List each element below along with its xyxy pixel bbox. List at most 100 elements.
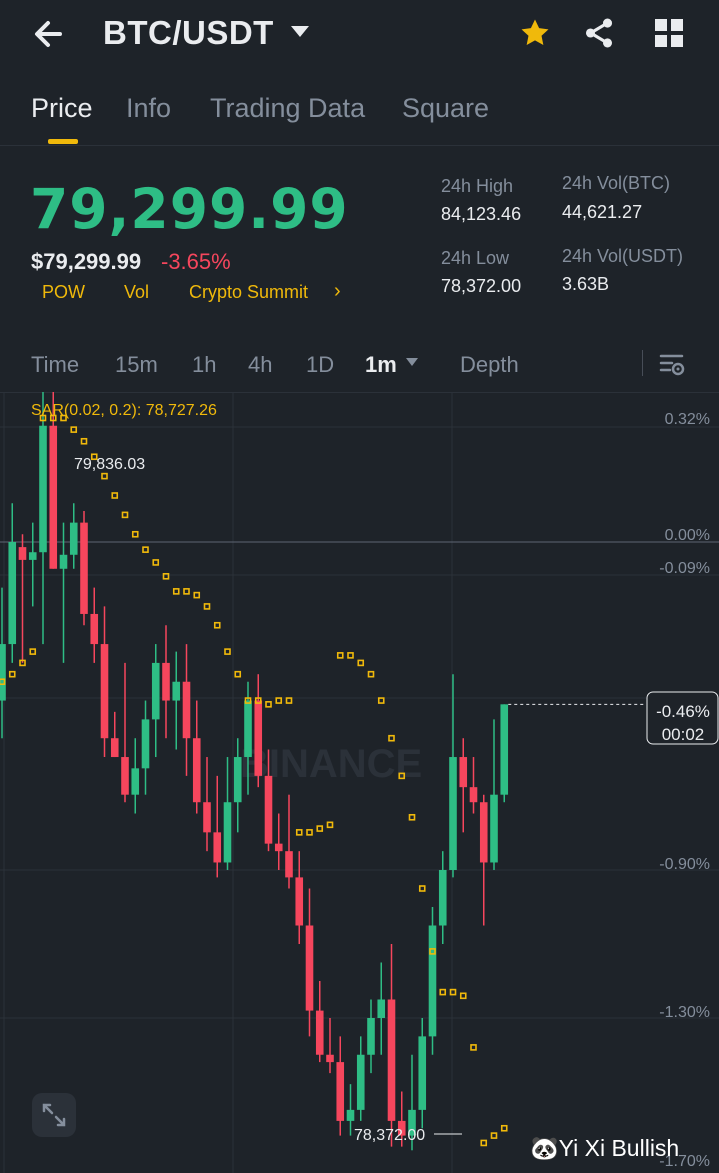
sar-dot xyxy=(490,1132,498,1139)
interval-1d[interactable]: 1D xyxy=(306,352,335,377)
sar-dot xyxy=(131,530,139,538)
sar-dot xyxy=(60,414,67,422)
interval-15m[interactable]: 15m xyxy=(115,352,158,377)
candle-body xyxy=(438,870,447,926)
star-icon[interactable] xyxy=(518,16,552,50)
pair-selector[interactable]: BTC/USDT xyxy=(103,14,274,51)
sar-dot xyxy=(500,1124,508,1132)
sar-dot xyxy=(316,825,324,832)
sar-dot xyxy=(193,591,201,599)
candle-body xyxy=(274,843,283,852)
current-price-box xyxy=(646,691,719,745)
interval-1h[interactable]: 1h xyxy=(192,352,217,377)
sar-dot xyxy=(29,648,37,655)
markers: 79,836.03 78,372.00 -0.46% 00:02 xyxy=(74,456,719,1144)
candle-body xyxy=(500,704,509,795)
sar-dot xyxy=(111,492,119,499)
candle-body xyxy=(479,802,488,863)
sar-dot xyxy=(0,678,6,686)
tab-price[interactable]: Price xyxy=(31,93,93,123)
candle-body xyxy=(377,999,386,1018)
interval-1m[interactable]: 1m xyxy=(365,352,397,377)
stat-low-label: 24h Low xyxy=(441,248,510,268)
candle-body xyxy=(244,700,252,758)
high-marker-label: 79,836.03 xyxy=(74,456,145,473)
grid-icon[interactable] xyxy=(653,17,685,49)
stat-vol-btc-label: 24h Vol(BTC) xyxy=(562,173,671,193)
caret-down-icon[interactable] xyxy=(406,358,418,366)
candle-body xyxy=(356,1054,365,1110)
y-axis-label: -0.09% xyxy=(659,560,710,577)
tab-trading-data[interactable]: Trading Data xyxy=(210,93,366,123)
candle-body xyxy=(213,832,222,863)
candlestick-chart[interactable]: BINANCE 0.32%0.00%-0.09%-0.90%-1.30%-1.7… xyxy=(0,392,719,1173)
divider xyxy=(0,392,719,393)
candle-body xyxy=(387,999,396,1121)
expand-icon[interactable] xyxy=(32,1093,76,1137)
sar-dot xyxy=(172,588,180,595)
candle-body xyxy=(121,757,129,795)
sar-dot xyxy=(449,988,457,996)
candle-body xyxy=(305,925,314,1011)
current-price-pct: -0.46% xyxy=(656,702,710,721)
candle-body xyxy=(100,644,109,739)
y-axis-label: -1.30% xyxy=(659,1004,710,1021)
back-arrow-icon[interactable] xyxy=(30,16,70,52)
candle-body xyxy=(192,738,201,803)
candle-body xyxy=(295,877,304,926)
candle-body xyxy=(459,757,468,788)
tag-crypto-summit[interactable]: Crypto Summit xyxy=(189,282,309,302)
stat-low-value: 78,372.00 xyxy=(441,276,522,296)
interval-4h[interactable]: 4h xyxy=(248,352,273,377)
stat-high-value: 84,123.46 xyxy=(441,204,522,224)
chevron-right-icon[interactable]: › xyxy=(334,280,341,302)
caret-down-icon[interactable] xyxy=(291,26,309,37)
sar-dot xyxy=(19,659,26,667)
sar-dot xyxy=(224,648,231,655)
interval-depth[interactable]: Depth xyxy=(460,352,519,377)
y-axis-label: -0.90% xyxy=(659,856,710,873)
candle-body xyxy=(408,1109,416,1136)
low-marker-label: 78,372.00 xyxy=(354,1127,425,1144)
candles xyxy=(0,392,509,1151)
sar-dot xyxy=(254,697,262,704)
y-axis-label: 0.32% xyxy=(665,411,710,428)
sar-dot xyxy=(408,813,416,821)
change-percent: -3.65% xyxy=(161,249,231,274)
sar-dot xyxy=(121,511,129,519)
candle-body xyxy=(315,1010,324,1055)
usd-price: $79,299.99 xyxy=(31,249,142,274)
sar-dot xyxy=(336,652,344,659)
interval-time[interactable]: Time xyxy=(31,352,80,377)
tag-vol[interactable]: Vol xyxy=(124,282,150,302)
sar-dot xyxy=(285,697,293,704)
active-tab-indicator xyxy=(48,139,78,144)
sar-dot xyxy=(377,697,385,704)
candle-body xyxy=(49,425,58,569)
sar-dot xyxy=(80,437,88,445)
y-axis-labels: 0.32% 0.00% -0.09% -0.90% -1.30% -1.70% xyxy=(659,411,710,1170)
stat-vol-usdt-label: 24h Vol(USDT) xyxy=(562,246,684,266)
candle-body xyxy=(418,1036,427,1110)
candle-body xyxy=(397,1120,406,1136)
candle-body xyxy=(264,775,273,844)
sar-dot xyxy=(49,414,57,422)
stat-high-label: 24h High xyxy=(441,176,514,196)
candle-body xyxy=(69,522,78,555)
stat-vol-usdt-value: 3.63B xyxy=(562,274,610,294)
stat-vol-btc-value: 44,621.27 xyxy=(562,202,643,222)
tab-info[interactable]: Info xyxy=(126,93,172,123)
tab-square[interactable]: Square xyxy=(402,93,490,123)
candle-body xyxy=(490,794,498,863)
sar-dot xyxy=(367,670,375,678)
share-icon[interactable] xyxy=(582,16,616,50)
sar-dot xyxy=(347,652,354,659)
y-axis-label: 0.00% xyxy=(665,527,710,544)
chart-grid xyxy=(0,392,719,1173)
chart-settings-icon[interactable] xyxy=(658,350,686,378)
sar-dots xyxy=(0,414,508,1147)
candle-body xyxy=(367,1018,375,1055)
tag-pow[interactable]: POW xyxy=(42,282,85,302)
sar-indicator-label: SAR(0.02, 0.2): 78,727.26 xyxy=(31,402,217,419)
sar-dot xyxy=(183,588,190,595)
